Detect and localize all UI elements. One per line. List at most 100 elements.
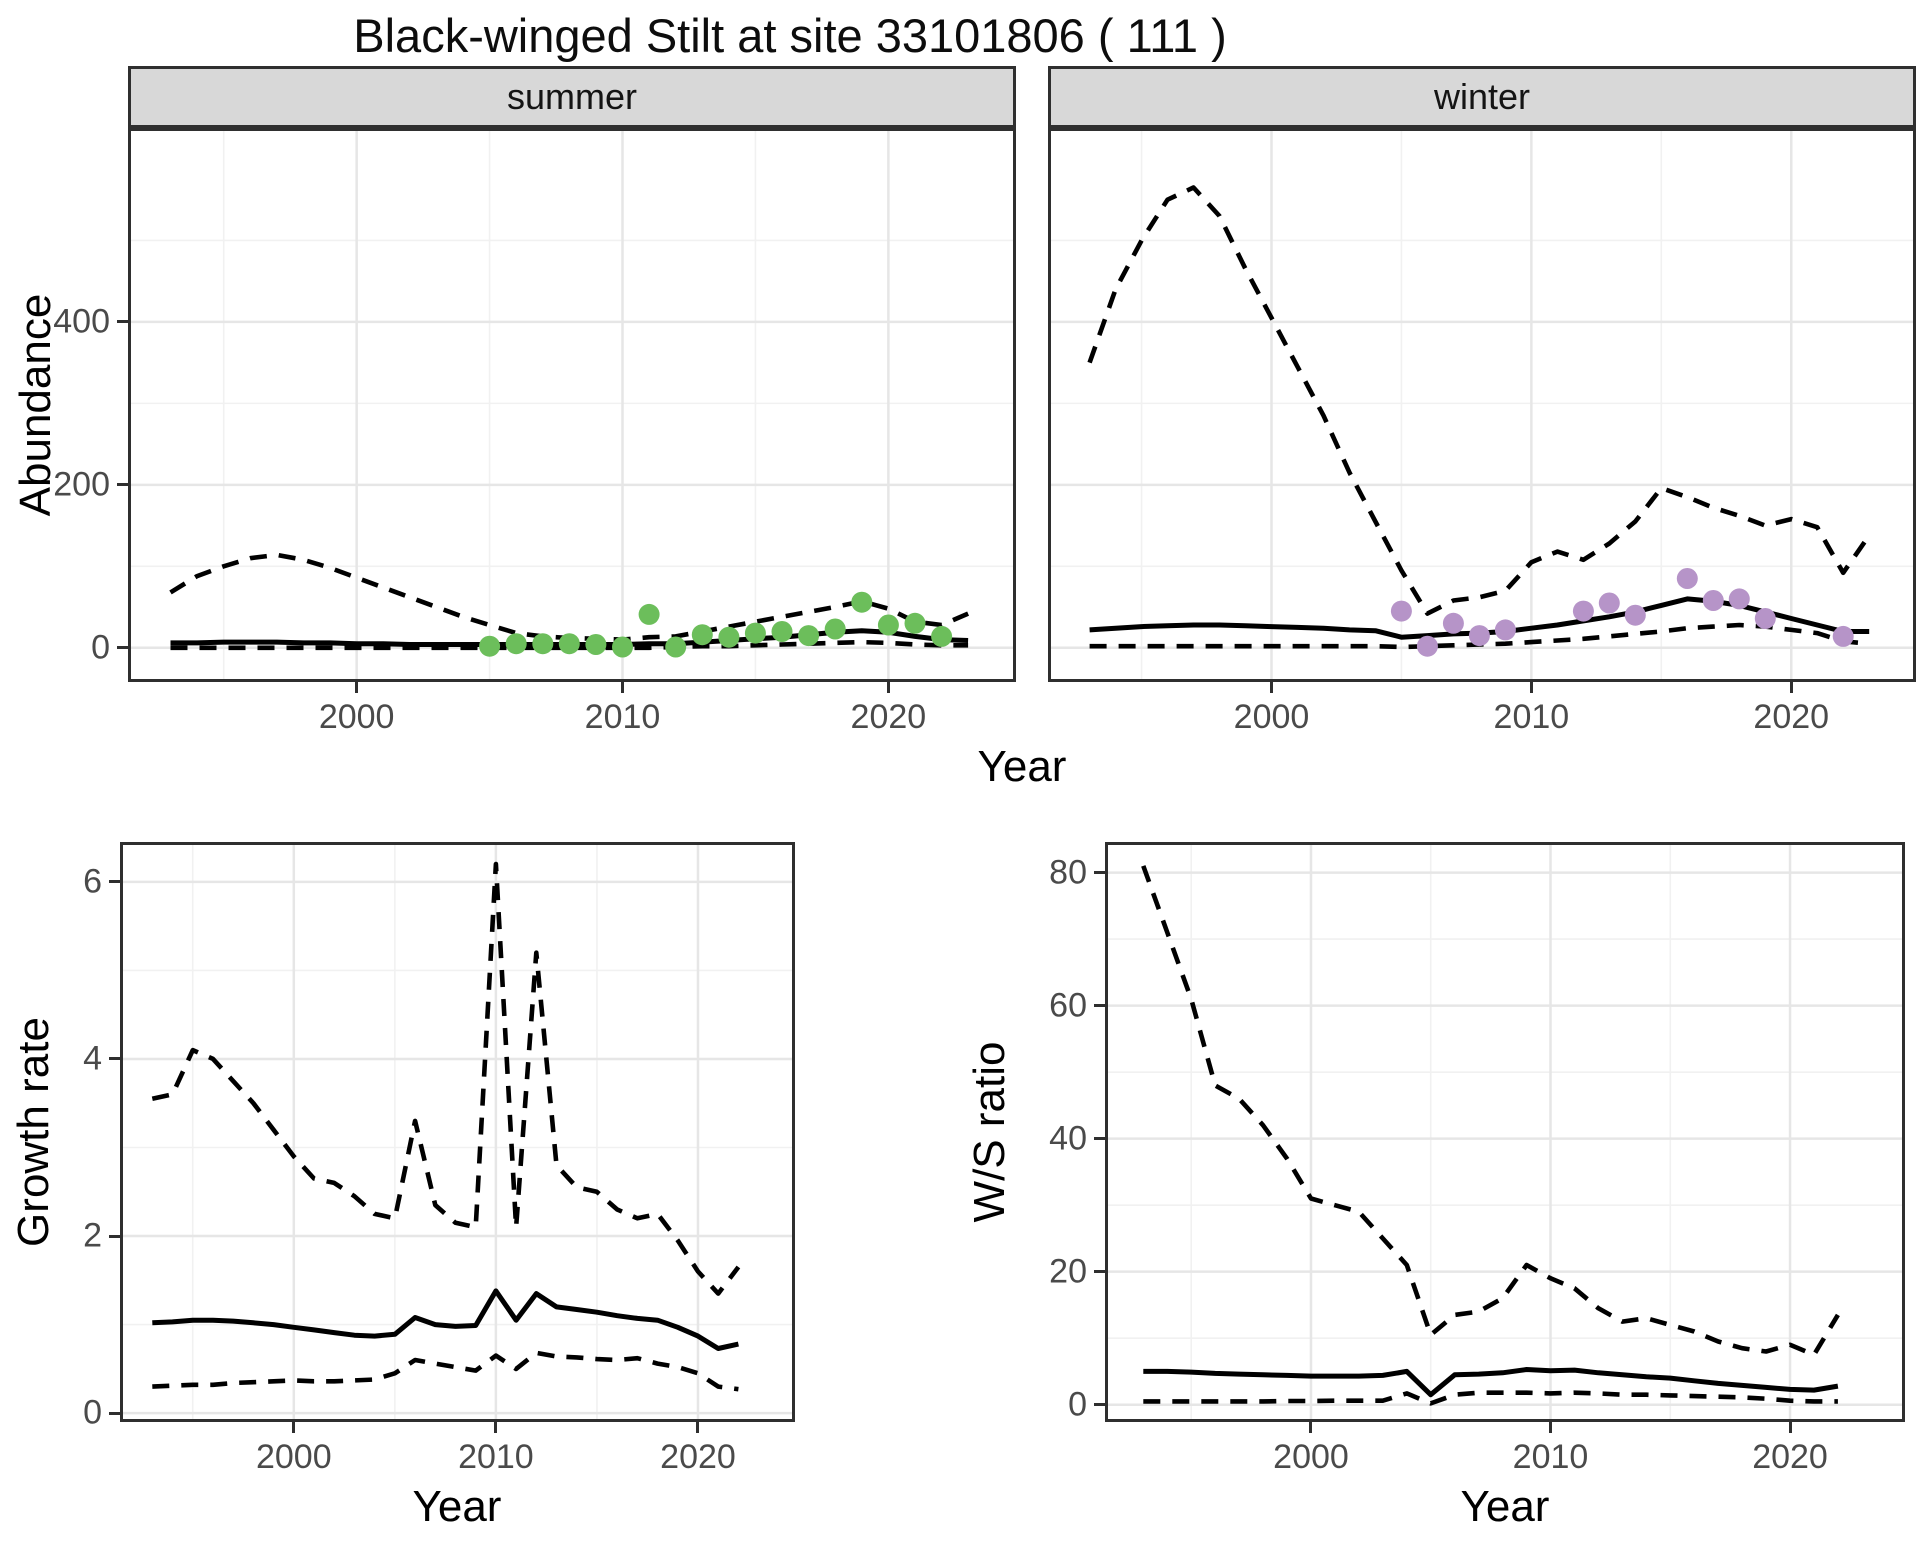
abundance-winter-observed-point — [1624, 604, 1646, 626]
abundance-summer-observed-point — [479, 635, 501, 657]
x-tick-mark — [1788, 1422, 1792, 1433]
abundance-summer-observed-point — [904, 612, 926, 634]
x-tick-label: 2020 — [1752, 1438, 1828, 1476]
y-tick-mark — [117, 646, 128, 650]
facet-strip-summer: summer — [128, 66, 1016, 128]
y-tick-label: 0 — [83, 1393, 102, 1432]
x-tick-label: 2000 — [318, 698, 395, 736]
x-tick-mark — [1549, 1422, 1552, 1433]
ws-ratio-axis-title: W/S ratio — [965, 1041, 1014, 1223]
y-tick-mark — [109, 880, 120, 884]
y-tick-label: 0 — [1068, 1385, 1087, 1424]
x-tick-label: 2000 — [255, 1438, 332, 1476]
abundance-winter-observed-point — [1598, 592, 1620, 614]
growth-rate-lower_95ci-line — [152, 1350, 739, 1392]
y-tick-label: 4 — [83, 1039, 102, 1078]
y-tick-label: 2 — [83, 1216, 102, 1255]
y-tick-label: 0 — [91, 628, 110, 667]
abundance-summer-observed-point — [505, 633, 527, 655]
x-tick-mark — [1529, 682, 1533, 693]
abundance-summer-observed-point — [851, 591, 873, 613]
abundance-winter-observed-point — [1468, 625, 1490, 647]
abundance-summer-observed-point — [824, 618, 846, 640]
x-tick-mark — [494, 1422, 498, 1433]
abundance-summer-observed-point — [798, 625, 820, 647]
abundance-winter-observed-point — [1416, 635, 1438, 657]
chart-panel-abundance-summer — [128, 128, 1016, 682]
figure-title: Black-winged Stilt at site 33101806 ( 11… — [353, 9, 1227, 62]
growth-rate-axis-title: Growth rate — [9, 1017, 58, 1247]
y-tick-label: 6 — [83, 862, 102, 901]
x-tick-label: 2010 — [1493, 698, 1570, 736]
facet-strip-summer-label: summer — [506, 76, 637, 117]
x-tick-label: 2000 — [1233, 698, 1310, 736]
x-tick-mark — [292, 1422, 296, 1433]
abundance-winter-observed-point — [1832, 625, 1854, 647]
x-tick-mark — [355, 682, 359, 693]
abundance-summer-observed-point — [612, 636, 633, 658]
y-tick-mark — [1094, 1137, 1105, 1141]
abundance-winter-observed-point — [1676, 568, 1698, 589]
chart-ws-ratio — [1105, 842, 1905, 1422]
x-tick-mark — [1269, 682, 1273, 693]
x-tick-label: 2010 — [1512, 1438, 1589, 1476]
x-tick-label: 2020 — [660, 1438, 736, 1476]
chart-panel-ws-ratio — [1105, 842, 1905, 1422]
x-tick-mark — [886, 682, 890, 693]
chart-abundance-winter — [1048, 128, 1916, 682]
facet-strip-winter-label: winter — [1433, 76, 1531, 117]
abundance-winter-observed-point — [1494, 619, 1516, 641]
year-axis-title-bottom-left: Year — [412, 1482, 502, 1531]
year-axis-title-top: Year — [977, 742, 1067, 791]
x-tick-mark — [1309, 1422, 1313, 1433]
x-tick-mark — [696, 1422, 700, 1433]
y-tick-label: 80 — [1049, 853, 1087, 892]
x-tick-label: 2020 — [850, 698, 927, 736]
x-tick-label: 2010 — [584, 698, 661, 736]
abundance-summer-observed-point — [585, 634, 607, 655]
abundance-winter-observed-point — [1390, 600, 1412, 622]
chart-growth-rate — [120, 842, 795, 1422]
abundance-summer-observed-point — [877, 614, 899, 636]
y-tick-mark — [109, 1234, 120, 1238]
abundance-summer-observed-point — [744, 622, 766, 644]
year-axis-title-bottom-right: Year — [1460, 1482, 1550, 1531]
abundance-winter-upper_95ci-line — [1087, 185, 1872, 616]
abundance-summer-observed-point — [638, 603, 660, 625]
abundance-summer-observed-point — [931, 625, 953, 647]
abundance-summer-observed-point — [558, 633, 580, 655]
y-tick-mark — [117, 483, 128, 487]
y-tick-mark — [1094, 1004, 1105, 1008]
abundance-winter-observed-point — [1572, 600, 1594, 622]
chart-panel-abundance-winter — [1048, 128, 1916, 682]
ws-ratio-upper_95ci-line — [1141, 865, 1840, 1358]
x-tick-label: 2020 — [1753, 698, 1830, 736]
y-tick-label: 200 — [53, 465, 110, 504]
abundance-summer-observed-point — [718, 626, 740, 648]
x-tick-label: 2000 — [1273, 1438, 1349, 1476]
y-tick-label: 20 — [1049, 1252, 1087, 1291]
growth-rate-upper_95ci-line — [151, 861, 741, 1296]
abundance-summer-observed-point — [532, 633, 554, 655]
abundance-summer-lower_95ci-line — [170, 639, 969, 651]
y-tick-mark — [1094, 871, 1105, 875]
abundance-winter-observed-point — [1702, 590, 1724, 611]
y-tick-mark — [1094, 1403, 1105, 1407]
ws-ratio-estimate-line — [1143, 1367, 1839, 1398]
x-tick-mark — [621, 682, 624, 693]
abundance-summer-observed-point — [691, 624, 713, 646]
abundance-winter-observed-point — [1754, 608, 1776, 629]
y-tick-label: 400 — [53, 302, 110, 341]
y-tick-label: 60 — [1049, 986, 1087, 1025]
y-tick-mark — [109, 1057, 120, 1061]
y-tick-mark — [117, 320, 128, 324]
chart-abundance-summer — [128, 128, 1016, 682]
y-tick-mark — [1094, 1270, 1105, 1274]
ws-ratio-lower_95ci-line — [1143, 1390, 1838, 1406]
x-tick-label: 2010 — [458, 1438, 534, 1476]
y-tick-mark — [109, 1411, 120, 1415]
x-tick-mark — [1789, 682, 1793, 693]
abundance-winter-observed-point — [1728, 588, 1750, 610]
y-tick-label: 40 — [1049, 1119, 1087, 1158]
facet-strip-winter: winter — [1048, 66, 1916, 128]
